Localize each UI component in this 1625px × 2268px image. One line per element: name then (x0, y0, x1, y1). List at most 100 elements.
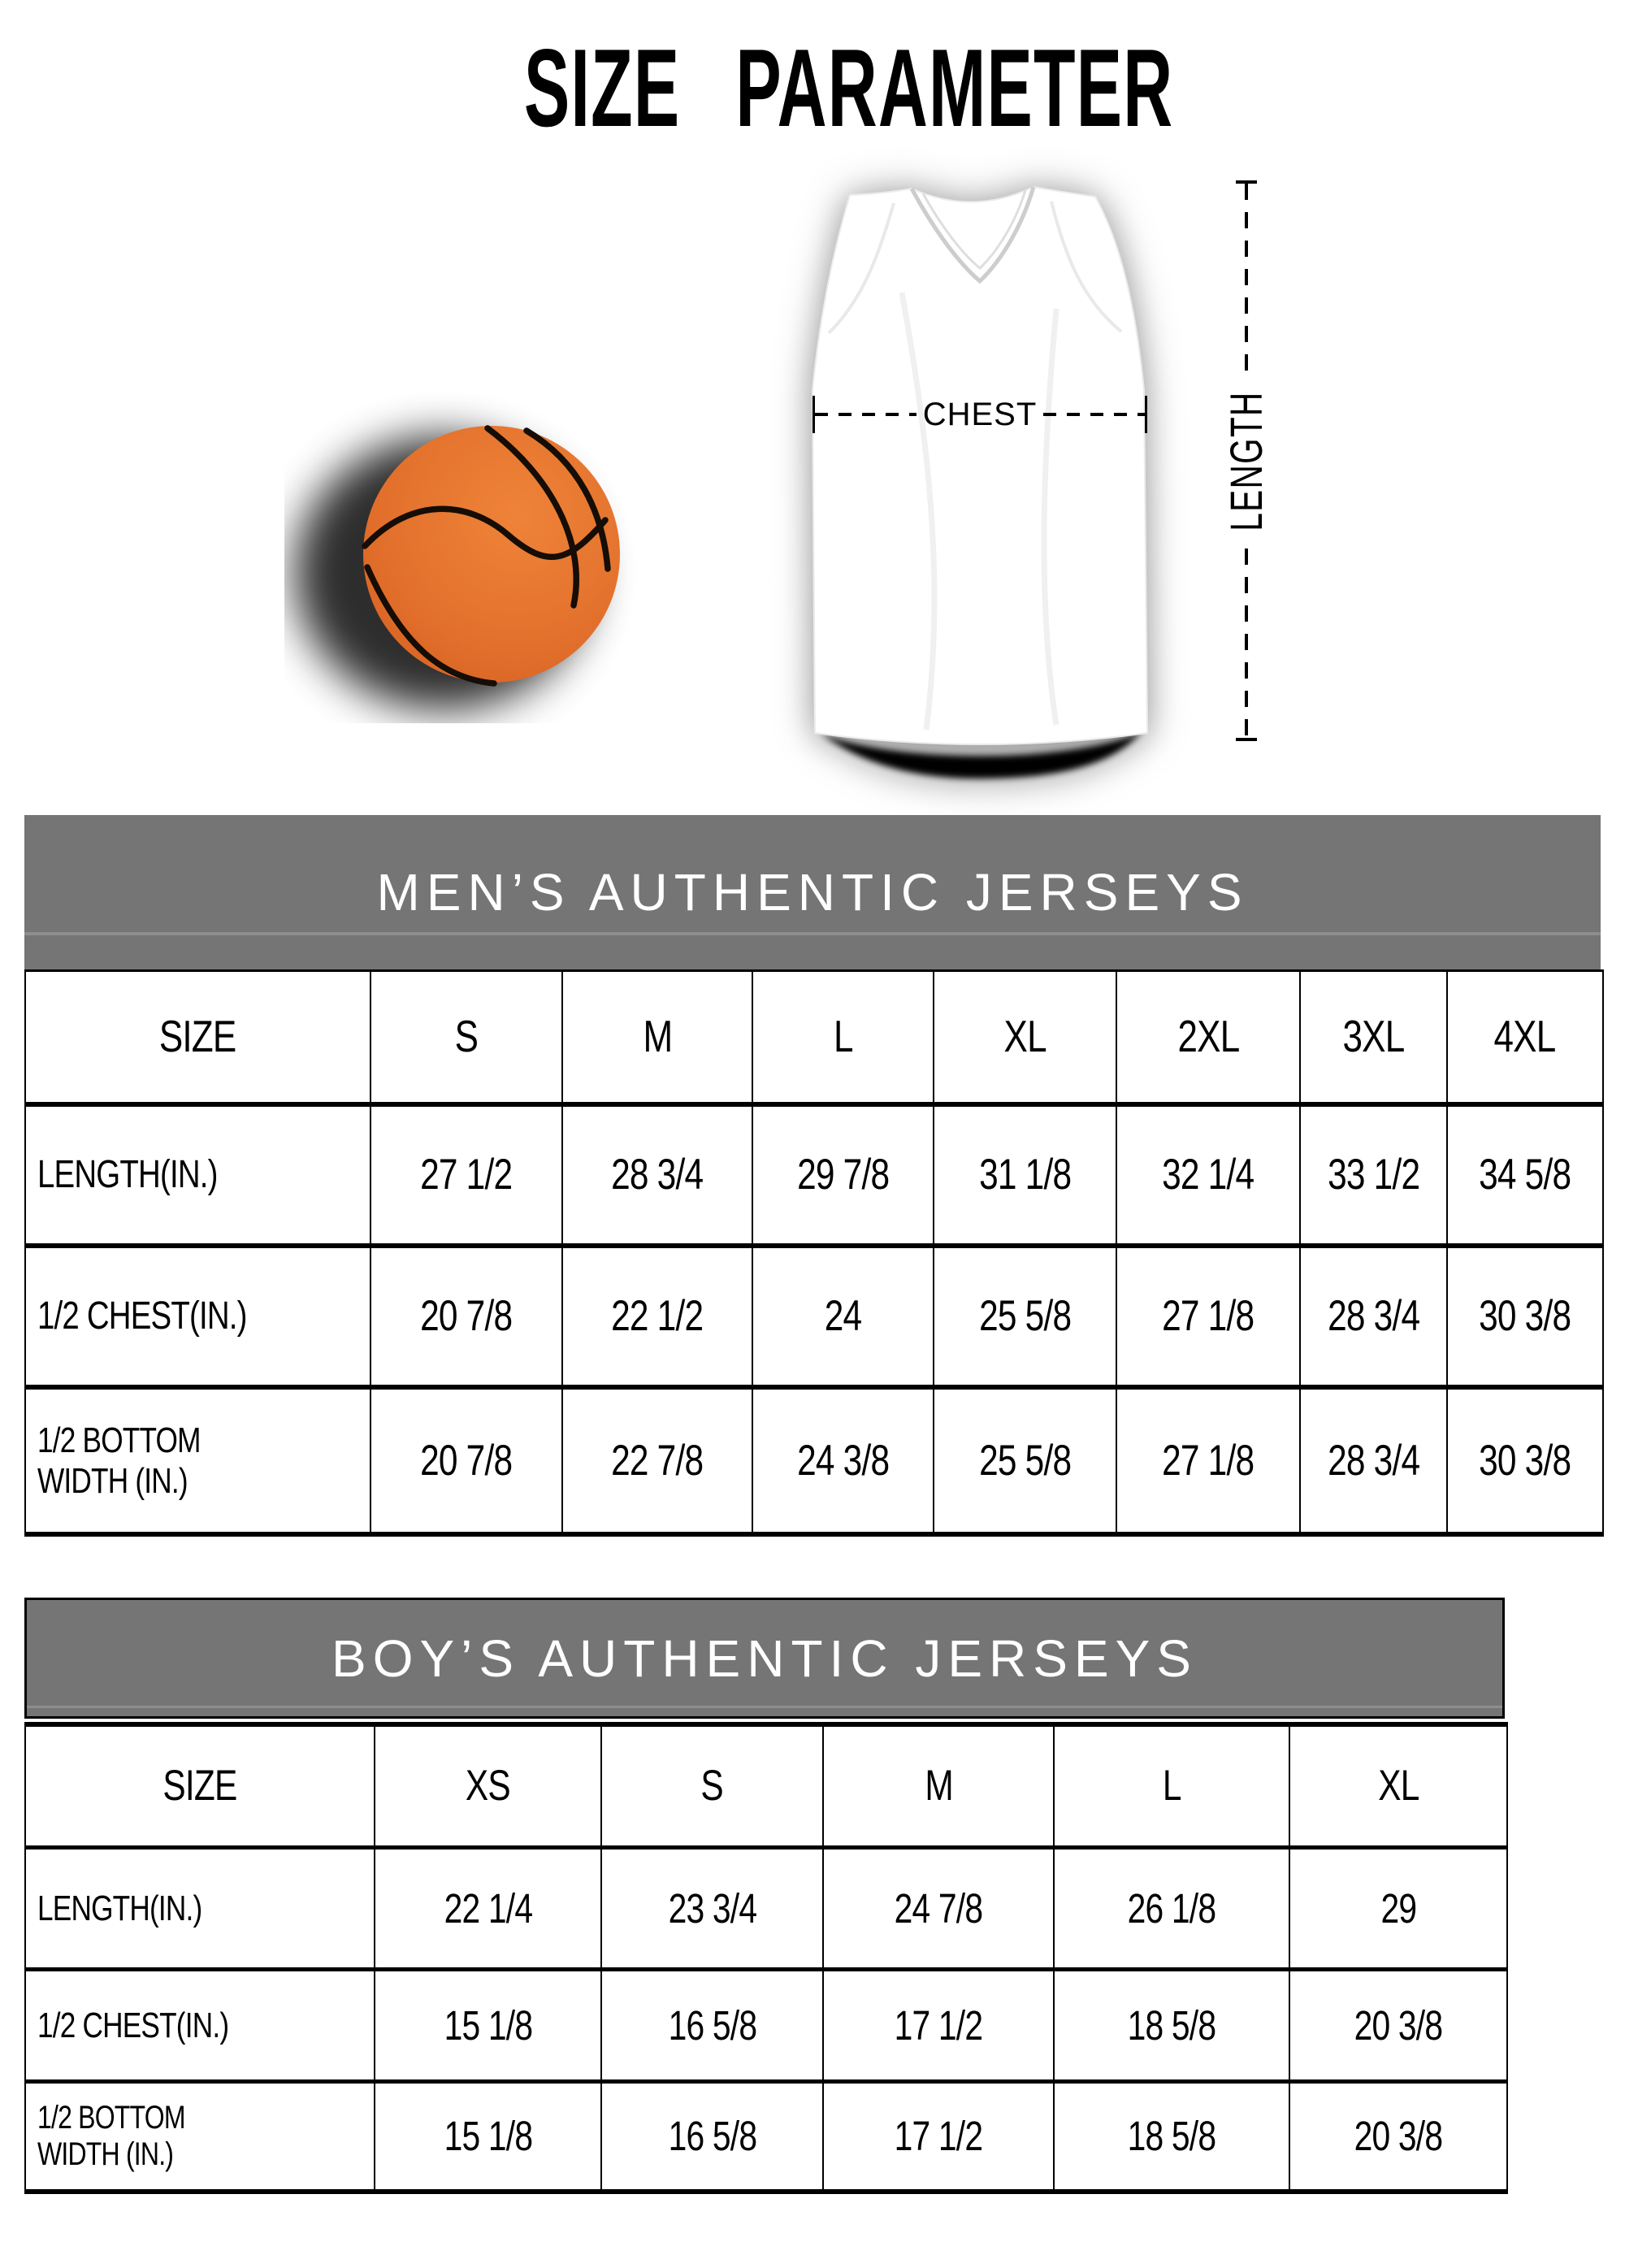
measure-tick (812, 396, 815, 433)
men-size-table: SIZE S M L XL 2XL 3XL 4XL LENGTH(IN.) 27 1/2 28 3/… (24, 969, 1604, 1537)
row-label-text: 1/2 BOTTOM WIDTH (IN.) (37, 2100, 185, 2172)
row-label-text: 1/2 BOTTOM WIDTH (IN.) (37, 1420, 201, 1501)
size-value-cell: 28 3/4 (561, 1107, 752, 1243)
size-column-header: S (369, 972, 561, 1102)
size-column-header-text: S (454, 1011, 479, 1062)
table-row: 1/2 CHEST(IN.) 20 7/8 22 1/2 24 25 5/8 27 1/8… (26, 1243, 1602, 1385)
size-value-cell: 25 5/8 (933, 1248, 1116, 1385)
size-value-cell: 22 1/4 (374, 1850, 600, 1967)
boys-table-title-bar: BOY’S AUTHENTIC JERSEYS (24, 1598, 1505, 1719)
title-bar-divider (24, 932, 1601, 935)
size-value-cell-text: 15 1/8 (444, 2113, 532, 2160)
size-value-cell: 22 7/8 (561, 1390, 752, 1532)
size-column-header: SIZE (26, 1727, 374, 1845)
dashed-line (815, 413, 916, 416)
size-value-cell: 20 7/8 (369, 1248, 561, 1385)
chest-measure-line: CHEST (812, 396, 1148, 433)
size-value-cell: 20 3/8 (1289, 2084, 1506, 2189)
size-column-header: 3XL (1298, 972, 1446, 1102)
size-value-cell-text: 27 1/8 (1162, 1292, 1254, 1341)
dashed-line (1245, 548, 1248, 738)
size-value-cell: 17 1/2 (822, 1971, 1053, 2079)
size-value-cell-text: 15 1/8 (444, 2001, 532, 2049)
size-value-cell: 18 5/8 (1053, 1971, 1289, 2079)
size-value-cell-text: 29 (1380, 1884, 1417, 1932)
size-value-cell-text: 16 5/8 (668, 2113, 756, 2160)
size-column-header-text: SIZE (162, 1762, 238, 1810)
size-value-cell-text: 20 7/8 (420, 1436, 513, 1485)
size-value-cell-text: 24 (825, 1292, 862, 1341)
size-value-cell: 24 7/8 (822, 1850, 1053, 1967)
size-value-cell-text: 27 1/8 (1162, 1436, 1254, 1485)
jersey-hem-shadow (821, 731, 1142, 778)
men-table-title: MEN’S AUTHENTIC JERSEYS (376, 863, 1249, 922)
size-value-cell-text: 22 1/2 (611, 1292, 704, 1341)
size-column-header: 4XL (1445, 972, 1602, 1102)
size-column-header-text: 3XL (1342, 1011, 1405, 1062)
length-label-box: LENGTH (1149, 374, 1343, 549)
size-value-cell: 20 7/8 (369, 1390, 561, 1532)
size-value-cell-text: 20 7/8 (420, 1292, 513, 1341)
row-label: LENGTH(IN.) (26, 1107, 370, 1243)
length-label: LENGTH (1220, 390, 1272, 531)
size-value-cell: 16 5/8 (600, 2084, 822, 2189)
jersey-collar (827, 186, 1123, 335)
row-label: LENGTH(IN.) (26, 1850, 374, 1967)
row-label: 1/2 BOTTOM WIDTH (IN.) (26, 2084, 374, 2189)
size-value-cell-text: 30 3/8 (1479, 1292, 1571, 1341)
size-value-cell-text: 28 3/4 (1327, 1292, 1420, 1341)
size-column-header: XL (933, 972, 1116, 1102)
size-value-cell-text: 34 5/8 (1479, 1151, 1571, 1199)
measure-tick (1236, 180, 1257, 184)
size-value-cell-text: 27 1/2 (420, 1151, 513, 1199)
size-value-cell: 27 1/2 (369, 1107, 561, 1243)
size-value-cell: 16 5/8 (600, 1971, 822, 2079)
ball-body (363, 426, 620, 683)
size-value-cell: 29 (1289, 1850, 1506, 1967)
size-column-header-text: M (643, 1011, 673, 1062)
size-value-cell: 27 1/8 (1116, 1390, 1298, 1532)
row-label-text: LENGTH(IN.) (37, 1153, 218, 1197)
size-value-cell: 30 3/8 (1445, 1390, 1602, 1532)
size-value-cell: 18 5/8 (1053, 2084, 1289, 2189)
measure-tick (1145, 396, 1148, 433)
size-value-cell-text: 20 3/8 (1354, 2001, 1443, 2049)
size-value-cell-text: 17 1/2 (895, 2001, 983, 2049)
jersey-creases (899, 292, 1060, 731)
row-label-text: 1/2 CHEST(IN.) (37, 1294, 247, 1338)
size-value-cell: 23 3/4 (600, 1850, 822, 1967)
size-value-cell-text: 32 1/4 (1162, 1151, 1254, 1199)
size-value-cell: 15 1/8 (374, 2084, 600, 2189)
size-value-cell-text: 31 1/8 (979, 1151, 1072, 1199)
size-value-cell-text: 26 1/8 (1127, 1884, 1216, 1932)
table-row: SIZE S M L XL 2XL 3XL 4XL (26, 972, 1602, 1102)
ball-seams (362, 425, 611, 687)
size-value-cell-text: 22 7/8 (611, 1436, 704, 1485)
row-label: 1/2 CHEST(IN.) (26, 1971, 374, 2079)
size-column-header-text: XL (1377, 1762, 1419, 1810)
jersey-body (811, 185, 1149, 745)
size-value-cell-text: 25 5/8 (979, 1436, 1072, 1485)
size-value-cell: 26 1/8 (1053, 1850, 1289, 1967)
dashed-line (1245, 184, 1248, 374)
size-value-cell-text: 18 5/8 (1127, 2113, 1216, 2160)
size-value-cell-text: 33 1/2 (1327, 1151, 1420, 1199)
size-value-cell-text: 24 3/8 (797, 1436, 890, 1485)
table-row: 1/2 BOTTOM WIDTH (IN.) 15 1/8 16 5/8 17 1/2… (26, 2079, 1506, 2189)
size-value-cell-text: 23 3/4 (668, 1884, 756, 1932)
boys-table-title: BOY’S AUTHENTIC JERSEYS (332, 1628, 1198, 1688)
table-row: SIZE XS S M L XL (26, 1727, 1506, 1845)
size-column-header: S (600, 1727, 822, 1845)
size-column-header-text: XS (466, 1762, 511, 1810)
size-value-cell: 25 5/8 (933, 1390, 1116, 1532)
title-bar-divider (27, 1706, 1502, 1708)
size-value-cell: 30 3/8 (1445, 1248, 1602, 1385)
size-column-header-text: M (925, 1762, 953, 1810)
size-column-header-text: L (834, 1011, 853, 1062)
row-label: 1/2 BOTTOM WIDTH (IN.) (26, 1390, 370, 1532)
size-column-header-text: S (700, 1762, 724, 1810)
length-measure-line: LENGTH (1221, 180, 1272, 741)
size-value-cell: 20 3/8 (1289, 1971, 1506, 2079)
measure-tick (1236, 738, 1257, 741)
